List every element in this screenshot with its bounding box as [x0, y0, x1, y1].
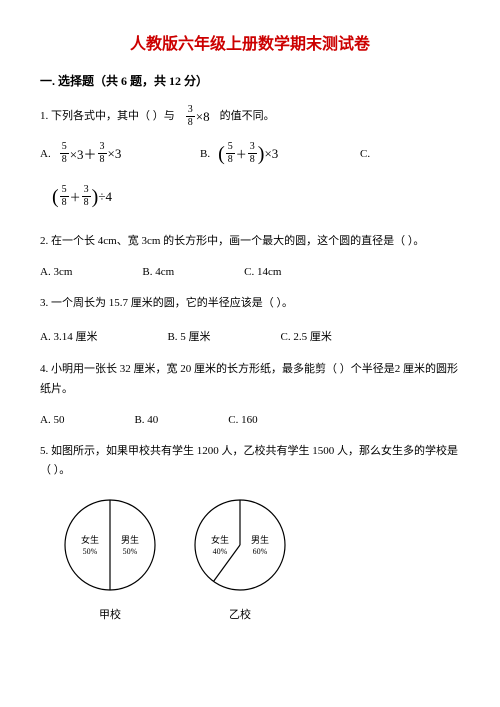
section-header: 一. 选择题（共 6 题，共 12 分）: [40, 72, 460, 89]
svg-text:女生: 女生: [81, 534, 99, 545]
q2-A: A. 3cm: [40, 266, 72, 278]
q1-optB: B. ( 58 ＋ 38 ) ×3: [200, 142, 360, 165]
q4-B: B. 40: [134, 414, 158, 426]
pie-charts: 女生 50% 男生 50% 甲校 女生 40% 男生 60% 乙校: [40, 495, 460, 622]
svg-text:女生: 女生: [211, 534, 229, 545]
label-jia: 甲校: [60, 606, 160, 622]
q1-optA: A. 58 ×3＋ 38 ×3: [40, 142, 200, 165]
q3-options: A. 3.14 厘米 B. 5 厘米 C. 2.5 厘米: [40, 328, 460, 344]
q1-optC-label: C.: [360, 148, 370, 160]
q3-B: B. 5 厘米: [167, 328, 210, 344]
pie-jia: 女生 50% 男生 50%: [60, 495, 160, 595]
q3-C: C. 2.5 厘米: [281, 328, 332, 344]
q1-optC-expr: ( 58 ＋ 38 ) ÷4: [52, 185, 460, 208]
q2-C: C. 14cm: [244, 266, 281, 278]
q1-text-a: 1. 下列各式中，其中（ ）与: [40, 107, 175, 127]
q1-mult: ×8: [196, 105, 210, 128]
page-title: 人教版六年级上册数学期末测试卷: [40, 30, 460, 54]
label-yi: 乙校: [190, 606, 290, 622]
q1-stem: 1. 下列各式中，其中（ ）与 3 8 ×8 的值不同。: [40, 105, 460, 128]
svg-text:50%: 50%: [83, 547, 98, 556]
q2-stem: 2. 在一个长 4cm、宽 3cm 的长方形中，画一个最大的圆，这个圆的直径是（…: [40, 232, 460, 252]
q1-frac-ref: 3 8: [186, 105, 195, 128]
chart-jia: 女生 50% 男生 50% 甲校: [60, 495, 160, 622]
q1-text-b: 的值不同。: [220, 107, 275, 127]
q2-options: A. 3cm B. 4cm C. 14cm: [40, 266, 460, 278]
q4-stem: 4. 小明用一张长 32 厘米，宽 20 厘米的长方形纸，最多能剪（ ）个半径是…: [40, 360, 460, 400]
q4-C: C. 160: [228, 414, 257, 426]
q4-A: A. 50: [40, 414, 64, 426]
svg-text:60%: 60%: [253, 547, 268, 556]
pie-yi: 女生 40% 男生 60%: [190, 495, 290, 595]
svg-text:40%: 40%: [213, 547, 228, 556]
q1-options-row: A. 58 ×3＋ 38 ×3 B. ( 58 ＋ 38 ) ×3 C.: [40, 142, 460, 165]
svg-text:50%: 50%: [123, 547, 138, 556]
q3-stem: 3. 一个周长为 15.7 厘米的圆，它的半径应该是（ ）。: [40, 294, 460, 314]
svg-text:男生: 男生: [121, 534, 139, 545]
svg-text:男生: 男生: [251, 534, 269, 545]
q5-stem: 5. 如图所示，如果甲校共有学生 1200 人，乙校共有学生 1500 人，那么…: [40, 442, 460, 482]
q3-A: A. 3.14 厘米: [40, 328, 97, 344]
chart-yi: 女生 40% 男生 60% 乙校: [190, 495, 290, 622]
q2-B: B. 4cm: [142, 266, 174, 278]
q4-options: A. 50 B. 40 C. 160: [40, 414, 460, 426]
